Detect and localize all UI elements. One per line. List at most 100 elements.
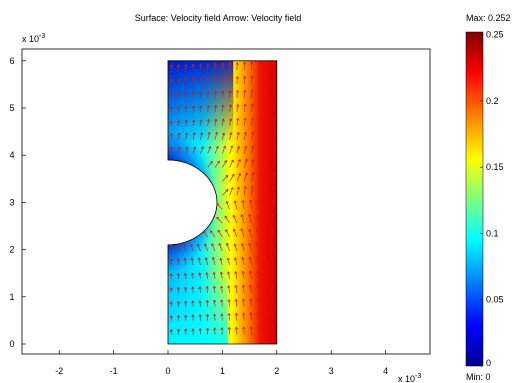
velocity-arrow-head bbox=[214, 131, 219, 135]
velocity-arrow bbox=[265, 325, 267, 335]
velocity-arrow-head bbox=[256, 284, 260, 287]
velocity-arrow bbox=[235, 313, 238, 321]
velocity-arrow-head bbox=[198, 328, 202, 331]
velocity-arrow-head bbox=[234, 326, 239, 330]
velocity-arrow bbox=[212, 257, 216, 266]
velocity-arrow bbox=[191, 257, 194, 266]
velocity-arrow bbox=[242, 271, 245, 279]
velocity-arrow-head bbox=[258, 117, 262, 120]
velocity-arrow-head bbox=[244, 145, 248, 149]
velocity-arrow bbox=[236, 173, 241, 182]
velocity-arrow bbox=[272, 297, 274, 307]
velocity-arrow-head bbox=[169, 287, 173, 291]
velocity-arrow bbox=[207, 161, 213, 168]
x-tick-label: 3 bbox=[329, 366, 334, 376]
velocity-arrow bbox=[272, 158, 275, 168]
velocity-arrow-head bbox=[270, 228, 274, 231]
velocity-arrow bbox=[272, 130, 275, 140]
velocity-arrow-head bbox=[198, 286, 202, 290]
velocity-arrow bbox=[197, 243, 201, 252]
velocity-arrow-head bbox=[271, 200, 275, 203]
velocity-arrow-head bbox=[216, 202, 220, 206]
velocity-arrow-head bbox=[242, 62, 247, 65]
velocity-arrow bbox=[227, 271, 230, 279]
velocity-arrow bbox=[183, 244, 187, 252]
velocity-arrow bbox=[265, 158, 268, 168]
velocity-arrow-head bbox=[227, 285, 231, 289]
velocity-arrow-head bbox=[265, 89, 269, 92]
velocity-arrow bbox=[249, 243, 252, 252]
velocity-arrow bbox=[256, 256, 260, 266]
velocity-arrow bbox=[202, 230, 208, 238]
velocity-arrow-head bbox=[272, 172, 276, 176]
velocity-arrow-head bbox=[232, 228, 236, 232]
velocity-arrow bbox=[229, 118, 232, 126]
velocity-arrow bbox=[190, 244, 194, 252]
velocity-arrow-head bbox=[227, 299, 231, 302]
velocity-arrow-head bbox=[169, 301, 173, 304]
colorbar-tick-label: 0.05 bbox=[486, 295, 504, 305]
velocity-arrow-head bbox=[199, 77, 203, 81]
velocity-arrow bbox=[250, 199, 252, 210]
velocity-arrow-head bbox=[184, 132, 189, 136]
velocity-arrow-head bbox=[184, 328, 188, 332]
velocity-arrow-head bbox=[236, 118, 240, 121]
velocity-arrow-head bbox=[176, 244, 180, 248]
velocity-arrow bbox=[241, 228, 245, 238]
velocity-arrow-head bbox=[213, 327, 217, 331]
velocity-arrow-head bbox=[251, 172, 255, 175]
velocity-arrow-head bbox=[272, 60, 276, 64]
velocity-arrow-head bbox=[217, 160, 220, 164]
velocity-arrow-head bbox=[211, 257, 216, 260]
velocity-arrow-head bbox=[263, 270, 267, 273]
velocity-arrow-head bbox=[263, 297, 267, 301]
velocity-arrow-head bbox=[241, 243, 245, 247]
velocity-arrow-head bbox=[270, 242, 274, 245]
velocity-arrow bbox=[221, 104, 224, 112]
velocity-arrow bbox=[221, 145, 226, 154]
velocity-arrow-head bbox=[205, 286, 209, 289]
velocity-arrow bbox=[214, 299, 216, 307]
velocity-arrow bbox=[271, 228, 274, 238]
velocity-arrow-head bbox=[235, 90, 240, 93]
velocity-arrow-head bbox=[234, 285, 238, 288]
velocity-arrow-head bbox=[212, 285, 217, 289]
velocity-arrow-head bbox=[191, 77, 195, 81]
velocity-arrow-head bbox=[228, 90, 232, 94]
velocity-arrow bbox=[192, 146, 196, 154]
velocity-arrow-head bbox=[169, 106, 173, 110]
velocity-arrow-head bbox=[272, 144, 276, 148]
velocity-arrow-head bbox=[232, 214, 236, 218]
velocity-arrow-head bbox=[255, 228, 259, 232]
velocity-arrow-head bbox=[237, 159, 241, 162]
velocity-arrow-head bbox=[249, 326, 253, 329]
x-tick-label: -1 bbox=[110, 366, 118, 376]
velocity-arrow bbox=[251, 117, 254, 126]
velocity-arrow bbox=[229, 104, 231, 112]
velocity-arrow bbox=[226, 201, 230, 210]
velocity-arrow bbox=[258, 173, 261, 182]
velocity-arrow-head bbox=[265, 130, 269, 134]
velocity-arrow-head bbox=[236, 104, 240, 107]
velocity-arrow bbox=[265, 172, 268, 182]
velocity-arrow bbox=[214, 91, 216, 98]
velocity-arrow-head bbox=[263, 284, 267, 287]
velocity-arrow-head bbox=[190, 257, 194, 261]
velocity-arrow-head bbox=[197, 257, 201, 261]
velocity-arrow-head bbox=[206, 119, 211, 122]
velocity-arrow bbox=[243, 186, 246, 196]
velocity-arrow bbox=[251, 61, 253, 71]
velocity-arrow-head bbox=[225, 242, 229, 246]
velocity-arrow bbox=[235, 299, 238, 307]
velocity-arrow bbox=[192, 119, 195, 126]
velocity-arrow-head bbox=[272, 88, 276, 92]
velocity-arrow bbox=[264, 242, 267, 252]
velocity-arrow-head bbox=[248, 270, 253, 274]
velocity-arrow-head bbox=[230, 187, 234, 191]
velocity-arrow-head bbox=[251, 145, 255, 149]
velocity-arrow-head bbox=[177, 106, 181, 109]
velocity-arrow-head bbox=[221, 90, 225, 94]
velocity-arrow-head bbox=[230, 159, 234, 163]
velocity-arrow-head bbox=[198, 63, 203, 67]
velocity-arrow-head bbox=[215, 145, 219, 149]
